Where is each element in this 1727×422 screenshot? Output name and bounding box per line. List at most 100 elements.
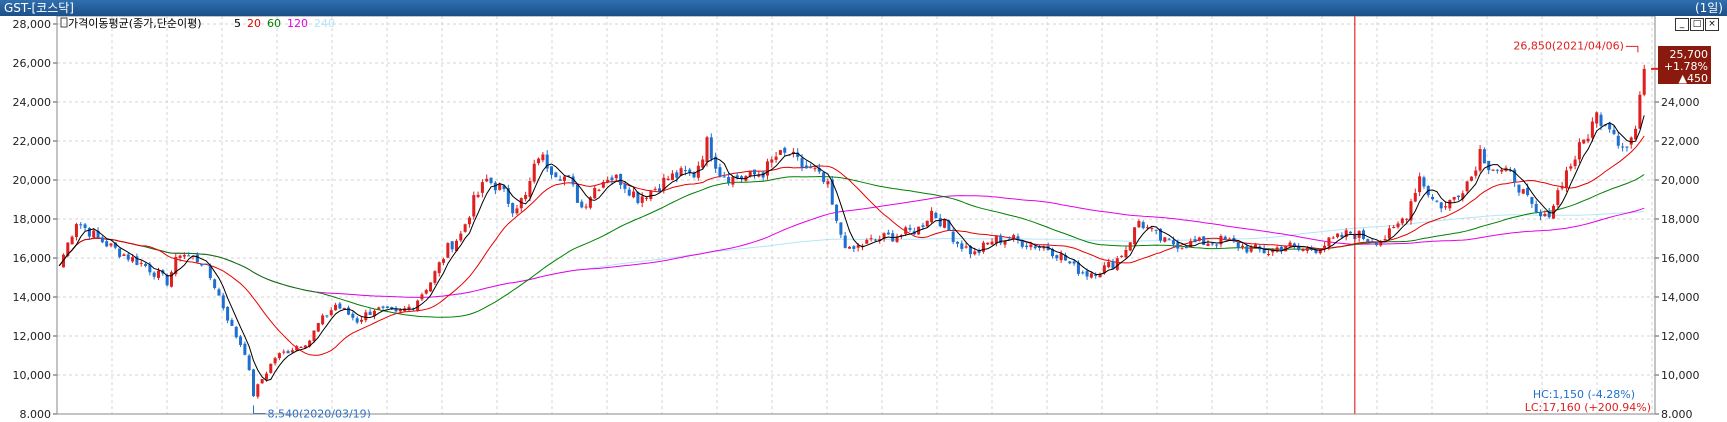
candle-body (113, 242, 117, 248)
candle-body (178, 255, 182, 258)
restore-icon[interactable]: □ (1690, 18, 1704, 31)
candle-body (796, 152, 800, 157)
candle-body (619, 173, 623, 185)
candle-body (632, 191, 636, 198)
candle-body (575, 184, 579, 203)
candle-body (1301, 249, 1305, 251)
candle-body (800, 158, 804, 168)
candle-body (1452, 197, 1456, 200)
candle-body (1275, 247, 1279, 252)
candle-body (675, 172, 679, 178)
candle-body (1616, 135, 1620, 146)
close-icon[interactable]: × (1705, 18, 1719, 31)
candle-body (1137, 221, 1141, 228)
candle-body (1521, 189, 1525, 194)
candle-body (213, 279, 217, 288)
candle-body (627, 189, 631, 196)
candle-body (1081, 272, 1085, 274)
candle-body (1500, 169, 1504, 172)
candle-body (727, 177, 731, 183)
candle-body (649, 190, 653, 199)
y-tick-label-right: 14,000 (1661, 291, 1700, 304)
candle-body (1444, 206, 1448, 208)
candle-body (1383, 238, 1387, 241)
candle-body (1526, 187, 1530, 196)
candle-body (1582, 139, 1586, 144)
candle-body (705, 137, 709, 163)
candle-body (87, 228, 91, 237)
candle-body (243, 343, 247, 355)
candle-body (830, 179, 834, 205)
candle-body (1491, 169, 1495, 171)
candle-body (277, 353, 281, 359)
candle-body (519, 198, 523, 209)
candle-body (1236, 242, 1240, 248)
candle-body (999, 235, 1003, 244)
candle-body (398, 309, 402, 312)
chart-grid (57, 16, 1655, 415)
candle-body (1055, 255, 1059, 259)
candle-body (347, 307, 351, 315)
y-tick-label-left: 24,000 (13, 96, 52, 109)
candle-body (1374, 242, 1378, 245)
candle-body (66, 242, 70, 257)
candle-body (1461, 193, 1465, 199)
candle-body (1305, 247, 1309, 251)
candle-body (701, 159, 705, 168)
candle-body (873, 239, 877, 241)
candle-body (234, 326, 238, 338)
ma5-path (58, 115, 1645, 382)
candle-body (459, 233, 463, 241)
candle-body (1595, 112, 1599, 124)
candle-body (83, 224, 87, 228)
candle-body (899, 234, 903, 236)
candle-body (247, 355, 251, 371)
candle-body (1530, 197, 1534, 204)
candle-body (1331, 237, 1335, 239)
candle-body (886, 232, 890, 235)
candle-body (1439, 202, 1443, 209)
legend-checkbox[interactable] (60, 17, 68, 28)
chart-period[interactable]: (1일) (1694, 1, 1723, 15)
candle-body (131, 257, 135, 262)
candle-body (666, 178, 670, 181)
candle-body (541, 154, 545, 161)
candle-body (558, 179, 562, 181)
candle-body (1400, 218, 1404, 224)
candle-body (860, 245, 864, 247)
candle-body (489, 177, 493, 184)
candle-body (476, 194, 480, 197)
candle-body (321, 315, 325, 325)
candle-body (1068, 261, 1072, 264)
candles (61, 64, 1646, 399)
candle-body (1016, 236, 1020, 241)
candle-body (1349, 231, 1353, 234)
candle-body (502, 185, 506, 190)
candle-body (1469, 176, 1473, 181)
candle-body (1564, 170, 1568, 188)
candle-body (174, 256, 178, 275)
candle-body (865, 240, 869, 244)
candle-body (1556, 190, 1560, 205)
high-price-arrow (1625, 45, 1639, 53)
candle-body (79, 224, 83, 226)
candle-body (1405, 218, 1409, 220)
candle-body (938, 217, 942, 227)
candle-body (1133, 227, 1137, 245)
y-tick-label-left: 14,000 (13, 291, 52, 304)
chart-area[interactable]: 28,000 26,000 24,000 22,000 20,000 18,000 16,0… (0, 15, 1727, 421)
candle-body (1128, 242, 1132, 251)
candle-body (96, 230, 100, 238)
minimize-icon[interactable]: _ (1675, 18, 1689, 31)
candle-body (714, 156, 718, 169)
candle-body (584, 206, 588, 208)
candlestick-chart[interactable]: 28,000 26,000 24,000 22,000 20,000 18,000 16,0… (0, 15, 1727, 421)
candle-body (515, 208, 519, 214)
candle-body (688, 169, 692, 173)
lc-label: LC:17,160 (+200.94%) (1525, 401, 1651, 414)
candle-body (524, 194, 528, 200)
candle-body (977, 250, 981, 253)
candle-body (1003, 240, 1007, 245)
candle-body (610, 177, 614, 181)
candle-body (550, 166, 554, 175)
